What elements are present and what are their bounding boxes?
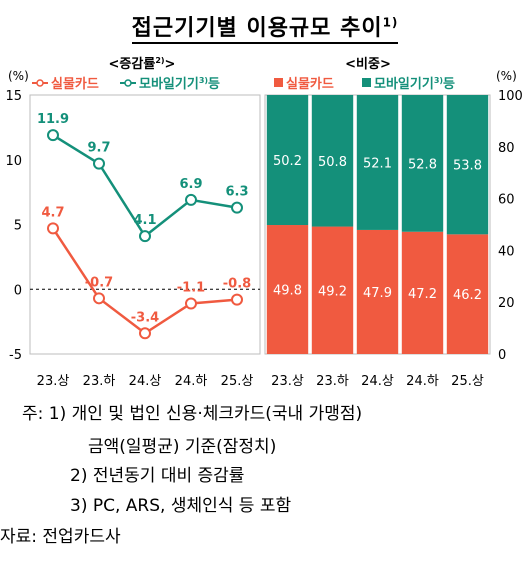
x-tick-label: 23.하 [83,374,116,389]
data-point [47,222,59,235]
legend-card-label: 실물카드 [51,76,99,92]
left-series-group: 11.9 9.7 4.1 6.9 6.3 4.7 -0.7 -3.4 -1.1 -0.8 [37,112,251,340]
right-subtitle: <비중> [345,57,391,72]
x-tick-label: 24.상 [129,374,162,389]
data-label: 4.1 [133,213,156,228]
right-bars-group: 49.8 50.2 49.2 50.8 47.9 52.1 47.2 52.8 46.2 53.8 [266,95,489,354]
bar-segment [446,95,489,235]
bar-label: 47.9 [363,286,392,301]
bar-label: 49.8 [273,284,302,299]
bar-segment [446,234,489,354]
data-point [185,193,197,206]
y-tick-label: 15 [5,89,22,104]
y-tick-label: 10 [5,154,22,169]
data-label: -0.7 [85,275,113,290]
left-unit-label: (%) [8,69,29,83]
note-3: 3) PC, ARS, 생체인식 등 포함 [70,496,292,516]
bar-segment [266,225,309,354]
y-tick-label: -5 [9,348,22,363]
bar-segment [401,231,444,354]
data-label: 4.7 [41,205,64,220]
bar-segment [356,229,399,354]
x-tick-label: 23.하 [316,374,349,389]
bar-label: 52.1 [363,156,392,171]
legend-mobile-label: 모바일기기3)등 [374,76,455,92]
left-subtitle: <증감률2)> [109,56,176,72]
x-tick-label: 24.하 [175,374,208,389]
x-tick-label: 25.상 [221,374,254,389]
bar-label: 50.8 [318,155,347,170]
data-label: 6.9 [179,177,202,192]
note-1: 주: 1) 개인 및 법인 신용·체크카드(국내 가맹점) [22,404,363,424]
y-tick-label: 40 [498,244,515,259]
bar-label: 46.2 [453,288,482,303]
legend-card-label: 실물카드 [286,76,334,92]
data-label: -3.4 [131,310,159,325]
x-tick-label: 23.상 [37,374,70,389]
data-label: 6.3 [225,185,248,200]
charts-canvas: (%) <증감률2)> 실물카드 모바일기기3)등 15 10 5 0 -5 11.9 9… [5,56,523,389]
right-unit-label: (%) [496,69,517,83]
bar-label: 53.8 [453,159,482,174]
x-tick-label: 24.상 [361,374,394,389]
data-point [185,297,197,310]
data-label: 11.9 [37,112,69,127]
bar-segment [401,95,444,232]
title-footnote-mark: 1) [382,15,399,30]
data-point [231,201,243,214]
legend-mobile-marker [124,79,132,87]
data-point [139,230,151,243]
y-tick-label: 0 [14,283,22,298]
data-point [231,293,243,306]
right-x-axis: 23.상 23.하 24.상 24.하 25.상 [271,374,484,389]
data-label: -1.1 [177,280,205,295]
data-point [93,292,105,305]
y-tick-label: 80 [498,141,515,156]
y-tick-label: 20 [498,296,515,311]
chart-title: 접근기기별 이용규모 추이1) [0,10,530,44]
y-tick-label: 0 [498,348,506,363]
y-tick-label: 60 [498,193,515,208]
right-legend: 실물카드 모바일기기3)등 [274,76,455,92]
legend-mobile-label: 모바일기기3)등 [139,76,220,92]
x-tick-label: 25.상 [451,374,484,389]
x-tick-label: 23.상 [271,374,304,389]
legend-card-swatch [274,78,283,87]
data-point [139,327,151,340]
legend-card-marker [36,79,44,87]
bar-label: 50.2 [273,154,302,169]
note-2: 2) 전년동기 대비 증감률 [70,466,245,486]
legend-mobile-swatch [362,78,371,87]
bar-segment [311,226,354,354]
bar-segment [266,95,309,226]
left-legend: 실물카드 모바일기기3)등 [32,76,220,92]
y-tick-label: 5 [14,219,22,234]
data-label: 9.7 [87,141,110,156]
title-text: 접근기기별 이용규모 추이 [131,16,383,41]
note-1-cont: 금액(일평균) 기준(잠정치) [88,437,277,457]
left-x-axis: 23.상 23.하 24.상 24.하 25.상 [37,374,254,389]
source-note: 자료: 전업카드사 [0,527,121,547]
bar-label: 52.8 [408,157,437,172]
bar-label: 47.2 [408,287,437,302]
left-plot-frame [29,94,261,355]
data-point [93,157,105,170]
bar-segment [356,95,399,230]
x-tick-label: 24.하 [406,374,439,389]
left-y-axis: 15 10 5 0 -5 [5,89,22,363]
bar-label: 49.2 [318,284,347,299]
bar-segment [311,95,354,227]
right-y-axis: 100 80 60 40 20 0 [498,89,523,363]
y-tick-label: 100 [498,89,523,104]
data-label: -0.8 [223,277,251,292]
data-point [47,129,59,142]
